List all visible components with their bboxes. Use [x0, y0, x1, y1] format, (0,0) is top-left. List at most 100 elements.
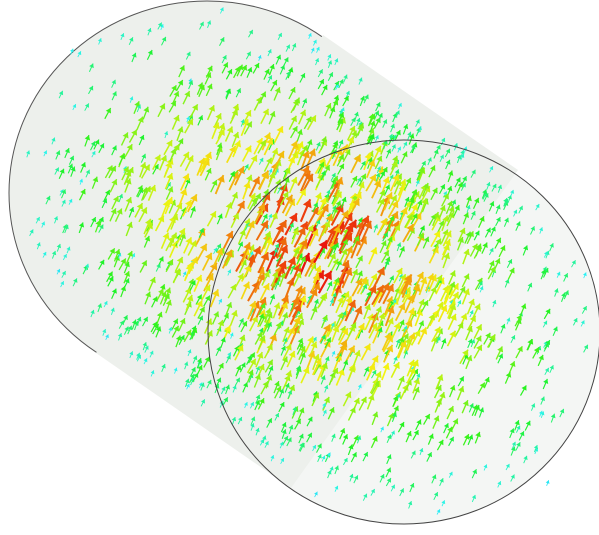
arrow-head: [137, 185, 143, 191]
arrow-head: [63, 254, 67, 258]
arrow-head: [368, 128, 375, 135]
arrow-head: [266, 157, 273, 165]
arrow-head: [108, 276, 114, 282]
arrow-head: [131, 319, 137, 325]
arrow-head: [90, 141, 96, 147]
arrow-head: [382, 167, 388, 173]
arrow-head: [246, 51, 251, 57]
arrow-head: [519, 431, 525, 437]
arrow-head: [299, 442, 304, 448]
arrow-head: [255, 428, 260, 433]
arrow-head: [369, 134, 374, 140]
arrow-head: [351, 117, 356, 123]
arrow-head: [262, 435, 267, 440]
arrow-head: [226, 355, 231, 360]
arrow-head: [327, 470, 332, 475]
arrow-head: [523, 245, 529, 251]
arrow-head: [406, 431, 412, 437]
arrow-head: [122, 132, 129, 139]
arrow-head: [319, 248, 325, 254]
arrow-head: [281, 429, 287, 435]
arrow-head: [231, 417, 237, 422]
arrow-head: [459, 376, 464, 382]
arrow-head: [156, 263, 161, 269]
arrow-head: [420, 327, 428, 335]
arrow-head: [327, 60, 333, 65]
arrow-head: [293, 263, 302, 273]
arrow-head: [321, 170, 326, 176]
arrow-head: [173, 144, 180, 151]
arrow-head: [252, 176, 261, 185]
arrow-head: [329, 407, 335, 414]
arrow-head: [36, 242, 41, 247]
arrow-head: [225, 249, 233, 258]
arrow-head: [369, 174, 377, 182]
arrow-head: [469, 310, 474, 315]
arrow-head: [298, 433, 304, 439]
arrow-head: [244, 402, 248, 406]
arrow-head: [376, 285, 384, 294]
arrow-head: [318, 162, 325, 168]
arrow-head: [468, 298, 475, 306]
arrow-head: [348, 365, 356, 373]
arrow-head: [225, 202, 233, 209]
arrow-head: [271, 148, 279, 155]
arrow-head: [378, 320, 384, 327]
arrow-head: [349, 125, 356, 133]
arrow-head: [357, 323, 365, 331]
arrow-head: [120, 258, 126, 265]
arrow-head: [299, 239, 308, 248]
arrow-head: [92, 176, 99, 183]
arrow-head: [376, 166, 381, 171]
arrow-head: [110, 208, 117, 215]
arrow-head: [392, 412, 397, 418]
arrow-head: [209, 211, 217, 219]
arrow-head: [168, 327, 173, 331]
arrow-head: [538, 354, 544, 361]
arrow-head: [327, 281, 333, 287]
arrow-head: [332, 205, 337, 211]
arrow-head: [467, 338, 473, 344]
arrow-head: [315, 58, 320, 63]
arrow-head: [504, 279, 510, 284]
arrow-head: [204, 356, 210, 363]
arrow-head: [373, 180, 382, 188]
arrow-head: [152, 321, 158, 328]
arrow-head: [77, 51, 82, 56]
cylinder-front-fill: [208, 140, 599, 524]
arrow-head: [348, 444, 354, 450]
arrow-head: [98, 217, 104, 223]
arrow-head: [387, 317, 394, 325]
arrow-head: [246, 121, 252, 128]
arrow-head: [371, 355, 379, 363]
arrow-head: [469, 403, 474, 409]
arrow-head: [441, 338, 447, 344]
arrow-head: [216, 346, 221, 352]
cylinder-front-cap: [207, 139, 599, 525]
arrow-head: [300, 73, 306, 79]
arrow-head: [441, 500, 446, 505]
arrow-head: [217, 320, 224, 327]
arrow-head: [239, 318, 244, 324]
arrow-head: [380, 474, 385, 479]
arrow-head: [384, 260, 390, 265]
arrow-head: [166, 197, 174, 205]
arrow-head: [279, 388, 285, 394]
arrow-head: [361, 161, 366, 166]
arrow-head: [411, 203, 418, 211]
arrow-head: [582, 306, 587, 311]
arrow-head: [419, 448, 424, 453]
arrow-head: [399, 319, 405, 326]
arrow-head: [418, 320, 425, 327]
arrow-head: [474, 405, 480, 411]
arrow-head: [136, 203, 143, 210]
arrow-head: [482, 242, 488, 248]
arrow-head: [211, 180, 218, 186]
arrow-head: [288, 351, 296, 358]
arrow-head: [217, 175, 225, 183]
arrow-head: [390, 430, 395, 435]
arrow-head: [278, 237, 288, 246]
arrow-head: [309, 115, 317, 123]
arrow-head: [293, 317, 301, 325]
arrow-head: [433, 212, 440, 219]
